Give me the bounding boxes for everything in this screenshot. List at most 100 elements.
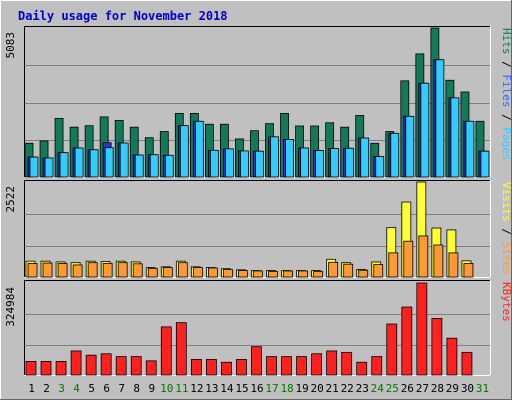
legend-separator: / bbox=[500, 222, 512, 242]
bar-kbytes bbox=[251, 346, 262, 376]
x-tick-label: 5 bbox=[88, 382, 95, 395]
bar-sites bbox=[403, 240, 414, 278]
bar-sites bbox=[147, 267, 158, 278]
x-tick-label: 1 bbox=[28, 382, 35, 395]
bar-files bbox=[179, 125, 189, 178]
bar-sites bbox=[253, 270, 263, 278]
bar-kbytes bbox=[100, 353, 112, 376]
bar-files bbox=[390, 132, 400, 178]
bar-files bbox=[285, 139, 294, 178]
bar-sites bbox=[238, 270, 248, 278]
x-tick-label: 4 bbox=[73, 382, 80, 395]
bar-sites bbox=[283, 270, 293, 278]
legend-entry: Files bbox=[500, 74, 512, 107]
legend-entry: Pages bbox=[500, 127, 512, 160]
y-max-label: 5083 bbox=[4, 32, 17, 59]
bar-files bbox=[29, 156, 39, 178]
bar-kbytes bbox=[281, 356, 292, 376]
x-tick-label: 15 bbox=[235, 382, 248, 395]
bar-sites bbox=[132, 263, 143, 278]
bar-files bbox=[360, 137, 370, 178]
bar-sites bbox=[388, 252, 399, 278]
bar-sites bbox=[177, 262, 188, 278]
x-tick-label: 25 bbox=[386, 382, 399, 395]
bar-files bbox=[240, 150, 249, 178]
bar-kbytes bbox=[266, 356, 277, 376]
bar-sites bbox=[102, 263, 113, 278]
bar-files bbox=[375, 156, 385, 178]
bar-files bbox=[300, 147, 309, 178]
bar-kbytes bbox=[70, 350, 82, 376]
bar-sites bbox=[433, 244, 444, 278]
x-tick-label: 19 bbox=[295, 382, 308, 395]
panel-visits-sites: 2522 Visits / Sites bbox=[4, 180, 512, 278]
bar-kbytes bbox=[461, 351, 473, 376]
bar-files bbox=[59, 152, 69, 178]
x-tick-label: 29 bbox=[446, 382, 459, 395]
x-tick-label: 7 bbox=[118, 382, 125, 395]
y-max-label: 2522 bbox=[4, 186, 17, 213]
bar-sites bbox=[117, 262, 128, 278]
x-tick-label: 6 bbox=[103, 382, 110, 395]
bar-files bbox=[480, 150, 490, 178]
bar-kbytes bbox=[341, 351, 353, 376]
x-tick-label: 20 bbox=[311, 382, 324, 395]
bar-sites bbox=[463, 263, 474, 278]
bar-files bbox=[255, 150, 264, 178]
bar-kbytes bbox=[221, 361, 232, 376]
x-tick-label: 14 bbox=[220, 382, 234, 395]
bar-kbytes bbox=[401, 306, 413, 376]
legend-separator: / bbox=[500, 55, 512, 75]
x-tick-label: 2 bbox=[43, 382, 50, 395]
bar-sites bbox=[448, 252, 459, 278]
legend-entry: Hits bbox=[500, 28, 512, 55]
bar-files bbox=[164, 154, 174, 178]
bar-files bbox=[405, 115, 415, 178]
bar-sites bbox=[87, 262, 98, 278]
x-tick-label: 27 bbox=[416, 382, 429, 395]
x-tick-label: 13 bbox=[205, 382, 218, 395]
bar-files bbox=[119, 142, 129, 178]
bar-kbytes bbox=[190, 359, 202, 376]
x-tick-label: 3 bbox=[58, 382, 65, 395]
panel-kbytes: 324984 KBytes bbox=[4, 280, 512, 376]
bar-sites bbox=[57, 263, 68, 278]
x-tick-label: 11 bbox=[175, 382, 188, 395]
x-tick-label: 26 bbox=[401, 382, 414, 395]
bar-files bbox=[435, 59, 445, 178]
x-tick-label: 24 bbox=[371, 382, 385, 395]
bar-kbytes bbox=[311, 353, 323, 376]
legend-separator: / bbox=[500, 108, 512, 128]
bar-files bbox=[194, 120, 204, 178]
bar-files bbox=[104, 147, 114, 178]
bar-files bbox=[74, 147, 84, 178]
chart-panels: 5083 Hits / Files / Pages 2522 Visits / Sit… bbox=[4, 26, 512, 376]
bar-files bbox=[225, 148, 234, 178]
bars bbox=[24, 27, 490, 178]
x-tick-label: 17 bbox=[265, 382, 278, 395]
bar-sites bbox=[343, 263, 354, 278]
bar-sites bbox=[268, 270, 278, 278]
bar-sites bbox=[207, 267, 218, 278]
bar-kbytes bbox=[236, 359, 247, 376]
bar-files bbox=[345, 147, 355, 178]
x-tick-label: 16 bbox=[250, 382, 263, 395]
legend: Hits / Files / Pages bbox=[500, 28, 512, 161]
x-tick-label: 10 bbox=[160, 382, 173, 395]
chart-title: Daily usage for November 2018 bbox=[18, 9, 228, 23]
x-tick-label: 28 bbox=[431, 382, 444, 395]
bar-sites bbox=[418, 235, 429, 278]
bar-files bbox=[44, 157, 54, 178]
bar-kbytes bbox=[356, 361, 368, 376]
bar-kbytes bbox=[40, 361, 52, 376]
bar-files bbox=[465, 120, 475, 178]
x-tick-label: 31 bbox=[476, 382, 489, 395]
legend: KBytes bbox=[500, 282, 512, 322]
bar-kbytes bbox=[25, 361, 37, 376]
x-tick-label: 21 bbox=[326, 382, 339, 395]
bar-files bbox=[89, 149, 99, 178]
bar-sites bbox=[27, 263, 38, 278]
bar-files bbox=[134, 154, 144, 178]
bar-files bbox=[420, 82, 430, 178]
